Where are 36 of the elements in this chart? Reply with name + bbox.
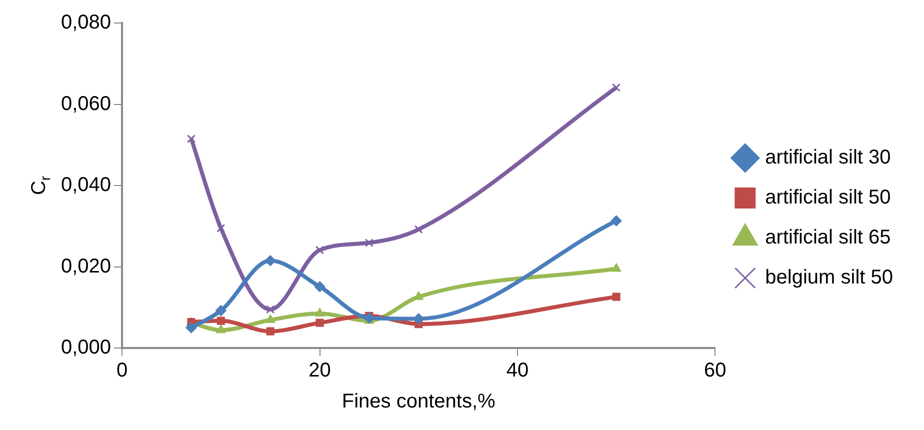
legend-label: belgium silt 50 <box>765 266 893 289</box>
x-tick-label: 0 <box>116 360 128 382</box>
point <box>216 224 226 232</box>
y-tick-label: 0,020 <box>60 255 112 278</box>
point <box>414 225 423 234</box>
y-tick-label: 0,080 <box>60 12 112 34</box>
point <box>216 316 225 325</box>
point <box>314 281 326 292</box>
point <box>364 312 375 324</box>
point <box>216 324 226 334</box>
legend-label: artificial silt 65 <box>765 226 891 249</box>
point <box>186 134 196 144</box>
point <box>316 318 324 327</box>
point <box>186 322 197 334</box>
point <box>612 292 620 301</box>
legend-label: artificial silt 50 <box>765 186 891 209</box>
point <box>266 327 274 336</box>
x-tick-label: 40 <box>506 360 529 382</box>
y-tick-label: 0,060 <box>60 92 112 115</box>
x-tick-label: 60 <box>704 360 726 382</box>
point <box>314 308 325 316</box>
point <box>612 83 621 92</box>
x-axis-title: Fines contents,% <box>342 390 496 413</box>
y-tick-label: 0,040 <box>60 174 112 196</box>
point <box>315 246 324 254</box>
point <box>265 314 276 323</box>
point <box>264 255 276 266</box>
y-axis-title: Cr <box>28 176 53 196</box>
x-tick-label: 20 <box>308 360 331 382</box>
point <box>364 238 374 248</box>
point <box>610 215 622 226</box>
point <box>611 263 622 272</box>
legend-label: artificial silt 30 <box>765 146 891 169</box>
point <box>215 305 226 316</box>
point <box>266 305 275 314</box>
y-tick-label: 0,000 <box>60 336 112 359</box>
